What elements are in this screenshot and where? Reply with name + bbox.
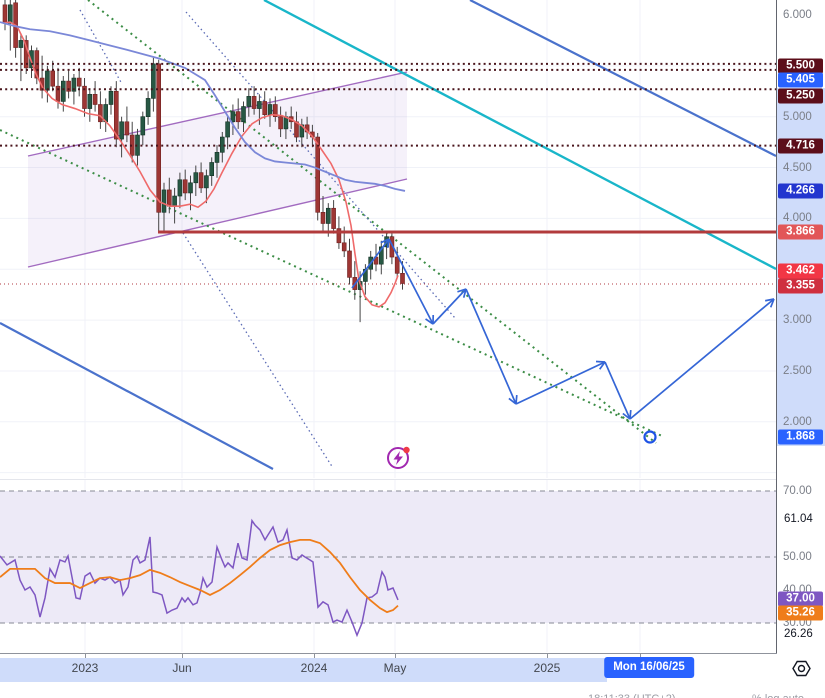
rsi-scale-label: 70.00 bbox=[783, 485, 812, 497]
time-label: 2023 bbox=[71, 661, 99, 675]
date-badge: Mon 16/06/25 bbox=[604, 657, 694, 678]
time-tick bbox=[182, 654, 183, 658]
rsi-range-label: 26.26 bbox=[783, 628, 816, 640]
price-scale-settings-icon[interactable] bbox=[791, 660, 811, 677]
chart-canvas[interactable] bbox=[0, 0, 776, 653]
time-tick bbox=[85, 654, 86, 658]
time-scale[interactable]: 2023 Jun 2024 May 2025 Mon 16/06/25 bbox=[0, 653, 825, 683]
rsi-badge: 35.26 bbox=[778, 605, 823, 621]
teal-trendline[interactable] bbox=[263, 0, 776, 271]
price-badge: 3.462 bbox=[778, 263, 823, 279]
time-scale-selection-highlight bbox=[0, 658, 607, 682]
time-tick bbox=[395, 654, 396, 658]
time-label: 2024 bbox=[300, 661, 328, 675]
rsi-scale-label: 50.00 bbox=[783, 551, 812, 563]
price-scale-label: 4.000 bbox=[783, 212, 812, 225]
time-tick bbox=[640, 654, 641, 658]
time-tick bbox=[314, 654, 315, 658]
status-strip: 18:11:33 (UTC+2) % log auto bbox=[0, 683, 825, 698]
horizontal-price-lines[interactable] bbox=[0, 62, 776, 285]
rsi-range-label: 61.04 bbox=[783, 513, 816, 525]
price-badge: 4.716 bbox=[778, 138, 823, 154]
pane-separator[interactable] bbox=[0, 479, 776, 480]
price-scale-label: 2.000 bbox=[783, 415, 812, 428]
blue-trendlines[interactable] bbox=[0, 0, 776, 470]
price-scale-label: 4.500 bbox=[783, 161, 812, 174]
price-scale-label: 2.500 bbox=[783, 364, 812, 377]
price-scale-label: 6.000 bbox=[783, 9, 812, 21]
green-dotted-wedge-lines[interactable] bbox=[0, 0, 663, 444]
lightning-alert-icon[interactable] bbox=[385, 444, 412, 471]
price-scale-label: 3.000 bbox=[783, 314, 812, 327]
blue-dotted-trendlines[interactable] bbox=[79, 9, 456, 469]
price-badge: 3.355 bbox=[778, 278, 823, 294]
target-circle-marker[interactable] bbox=[643, 430, 657, 444]
price-badge: 5.250 bbox=[778, 88, 823, 104]
rsi-ma-line bbox=[0, 538, 399, 614]
time-tick bbox=[547, 654, 548, 658]
clock-partial-text: 18:11:33 (UTC+2) bbox=[588, 693, 676, 698]
time-label: 2025 bbox=[533, 661, 561, 675]
price-badge: 3.866 bbox=[778, 224, 823, 240]
projection-arrows[interactable] bbox=[351, 238, 775, 420]
time-label: Jun bbox=[172, 661, 192, 675]
rsi-line bbox=[0, 518, 399, 638]
rsi-badge: 37.00 bbox=[778, 591, 823, 607]
fast-ma-line bbox=[2, 21, 399, 308]
price-badge: 5.405 bbox=[778, 72, 823, 88]
rsi-pane bbox=[0, 490, 776, 624]
scale-settings-corner[interactable] bbox=[777, 653, 825, 683]
price-scale-label: 5.000 bbox=[783, 110, 812, 123]
price-badge: 4.266 bbox=[778, 183, 823, 199]
time-label: May bbox=[383, 661, 407, 675]
scale-mode-partial-text: % log auto bbox=[752, 693, 804, 698]
price-badge: 1.868 bbox=[778, 429, 823, 445]
price-badge: 5.500 bbox=[778, 58, 823, 74]
slow-ma-line bbox=[0, 21, 406, 192]
candlesticks bbox=[2, 0, 405, 323]
price-scale[interactable]: 6.000 5.000 4.500 4.000 3.000 2.500 2.000 70.00… bbox=[776, 0, 825, 653]
